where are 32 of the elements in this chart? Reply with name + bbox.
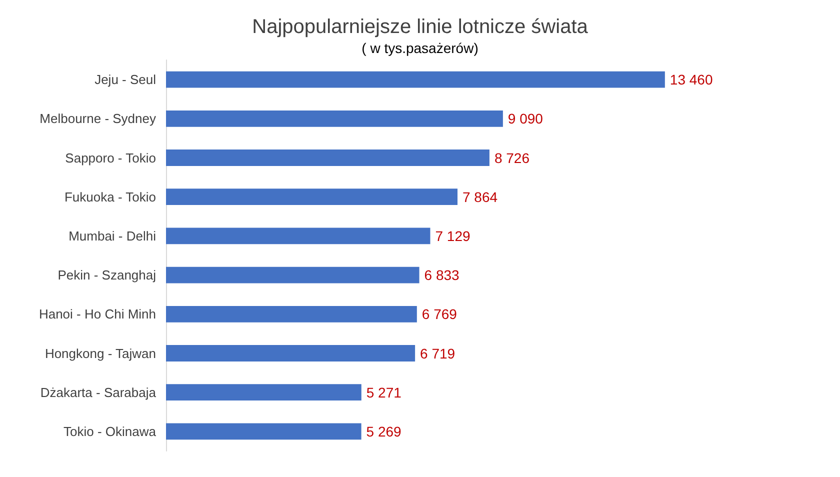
data-label: 7 129 <box>435 228 470 244</box>
data-label: 8 726 <box>494 150 530 166</box>
data-label: 5 271 <box>366 384 402 400</box>
y-tick-label: Dżakarta - Sarabaja <box>40 384 157 400</box>
y-tick-label: Mumbai - Delhi <box>68 228 156 244</box>
y-tick-label: Melbourne - Sydney <box>40 111 156 126</box>
data-label: 13 460 <box>670 72 713 88</box>
bar <box>166 306 417 322</box>
bar <box>166 384 362 401</box>
data-label: 6 719 <box>420 345 456 362</box>
bar <box>166 423 362 440</box>
bar <box>166 345 416 362</box>
chart-subtitle: ( w tys.pasażerów) <box>362 40 478 56</box>
y-tick-label: Pekin - Szanghaj <box>58 268 156 283</box>
bar <box>166 188 458 206</box>
data-label: 7 864 <box>462 188 498 205</box>
bar <box>166 71 665 88</box>
y-tick-label: Tokio - Okinawa <box>64 424 157 439</box>
y-tick-label: Fukuoka - Tokio <box>64 189 156 204</box>
y-tick-label: Sapporo - Tokio <box>65 150 156 166</box>
y-tick-label: Hongkong - Tajwan <box>44 346 156 361</box>
y-tick-label: Jeju - Seul <box>94 72 156 88</box>
data-label: 6 833 <box>424 267 460 284</box>
bar <box>166 228 430 244</box>
data-label: 6 769 <box>422 306 458 322</box>
chart-title: Najpopularniejsze linie lotnicze świata <box>252 16 589 38</box>
bar <box>166 110 503 127</box>
bar <box>166 266 420 284</box>
bar <box>166 150 490 166</box>
data-label: 9 090 <box>508 110 544 127</box>
data-label: 5 269 <box>366 423 402 440</box>
y-tick-label: Hanoi - Ho Chi Minh <box>38 306 156 322</box>
